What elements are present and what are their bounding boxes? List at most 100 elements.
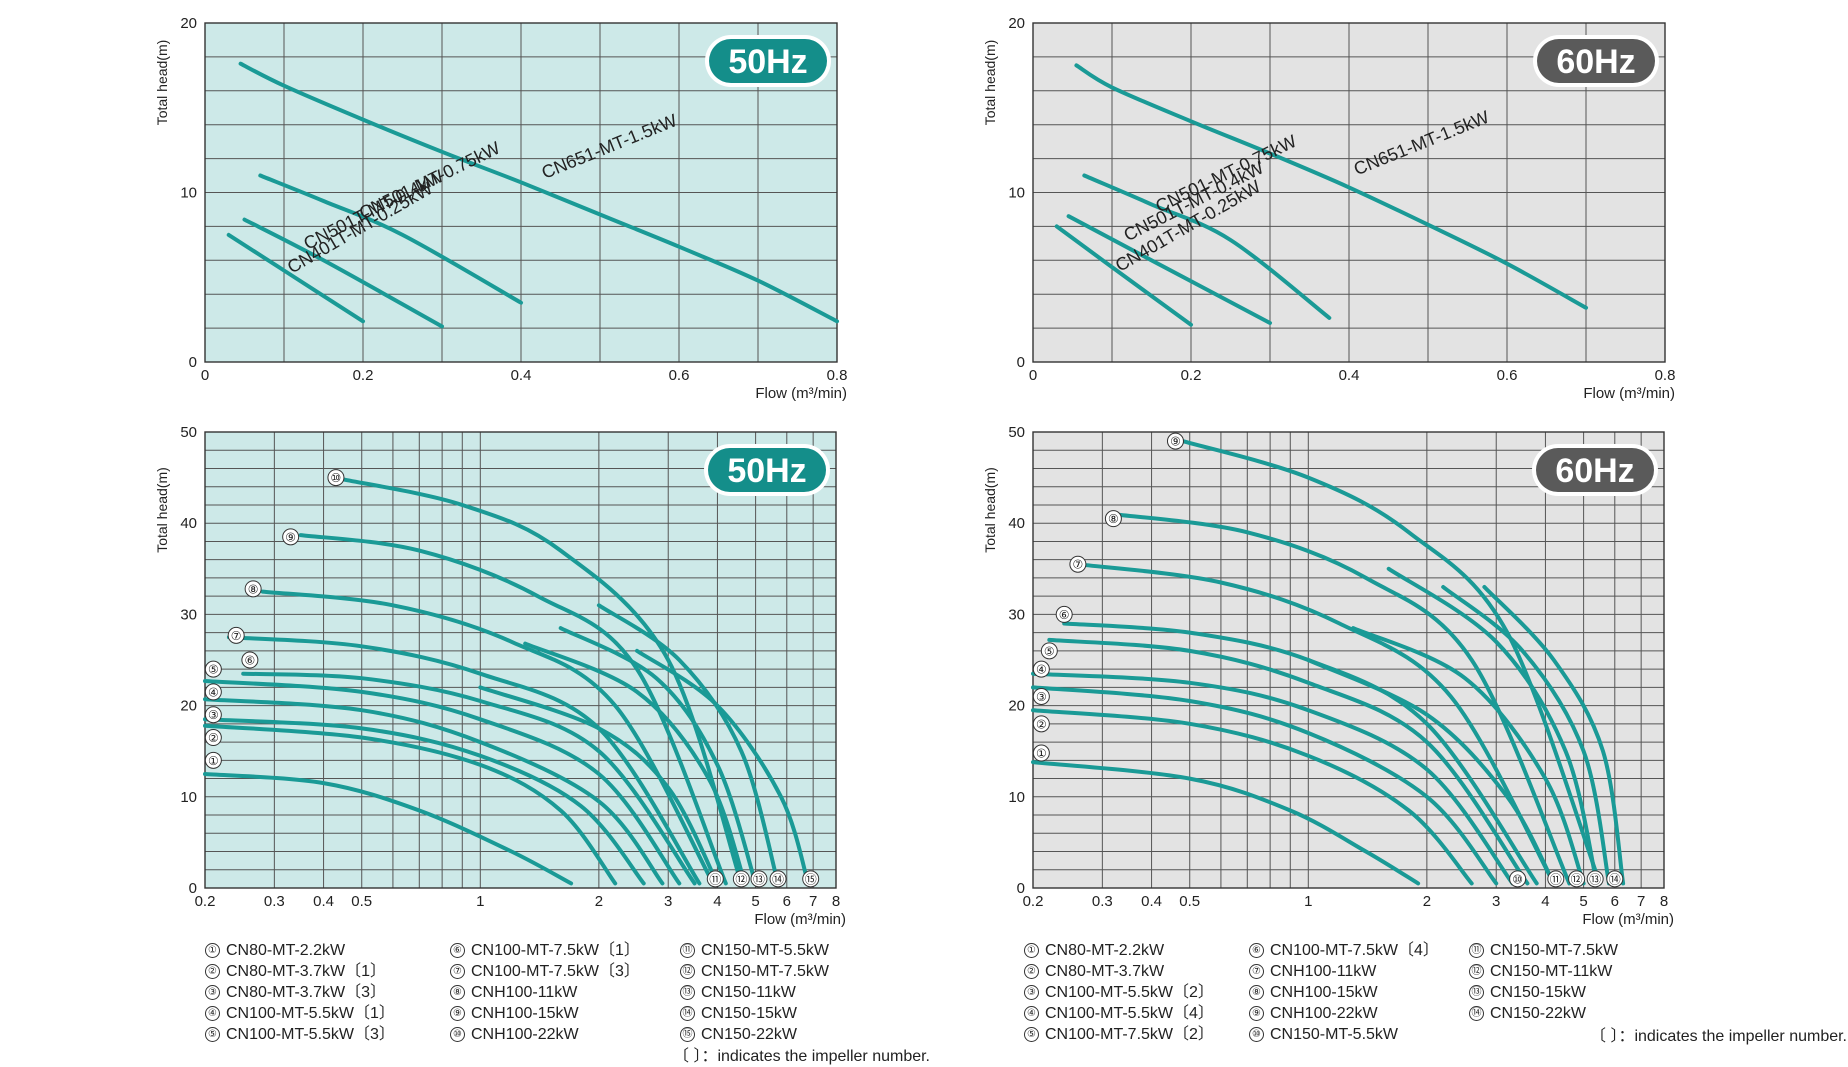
legend-text: CNH100-11kW: [1270, 963, 1377, 980]
marker-label: ⑥: [1059, 608, 1070, 622]
marker-circle: [1055, 605, 1073, 623]
legend-text: CN80-MT-3.7kW: [1045, 963, 1165, 980]
frequency-badge: 60Hz: [1532, 444, 1658, 496]
marker-circle: [1586, 870, 1604, 888]
marker-circle: [204, 706, 222, 724]
legend-text: CN80-MT-3.7kW〔1〕: [226, 963, 387, 980]
marker-circle: [227, 626, 245, 644]
legend-number: ⑩: [450, 1027, 465, 1042]
legend-number: ⑭: [1469, 1006, 1484, 1021]
marker-label: ②: [1036, 717, 1047, 731]
marker-circle: [1040, 642, 1058, 660]
legend-number: ⑭: [680, 1006, 695, 1021]
legend-item: ⑬ CN150-15kW: [1469, 982, 1618, 1003]
legend-number: ⑧: [450, 985, 465, 1000]
series-line: [203, 772, 574, 886]
marker-label: ⑧: [1108, 512, 1119, 526]
y-tick-label: 0: [1017, 354, 1025, 371]
legend-text: CNH100-22kW: [1270, 1005, 1378, 1022]
plot-area: [1033, 432, 1664, 888]
y-tick-label: 20: [180, 698, 197, 715]
marker-label: ⑭: [1609, 872, 1621, 886]
legend-number: ②: [1024, 964, 1039, 979]
x-tick-label: 0.2: [1023, 893, 1044, 910]
series-line: [241, 671, 697, 886]
x-tick-label: 5: [751, 893, 759, 910]
legend-text: CN100-MT-7.5kW〔4〕: [1270, 942, 1439, 959]
legend-number: ⑤: [205, 1027, 220, 1042]
x-tick-label: 6: [783, 893, 791, 910]
x-tick-label: 0.8: [827, 367, 848, 384]
legend-text: CN150-MT-7.5kW: [1490, 942, 1619, 959]
chart-svg-small-50hz: 0 0.2 0.4 0.6 0.8 0 10 20 Total head(m) Flow (m³/…: [154, 15, 848, 402]
badge-text: 60Hz: [1556, 43, 1635, 81]
y-tick-label: 30: [1008, 606, 1025, 623]
series-line: [258, 173, 523, 305]
legend-text: CN150-11kW: [701, 984, 796, 1001]
legend-number: ⑧: [1249, 985, 1264, 1000]
series-line: [1082, 173, 1332, 320]
marker-label: ⑩: [1512, 872, 1523, 886]
legend-number: ①: [1024, 943, 1039, 958]
legend-item: ⑩ CNH100-22kW: [450, 1024, 640, 1045]
legend-column: ⑥ CN100-MT-7.5kW〔1〕 ⑦ CN100-MT-7.5kW〔3〕 ⑧ CNH…: [450, 940, 640, 1045]
marker-circle: [1509, 870, 1527, 888]
marker-label: ⑥: [244, 654, 255, 668]
legend-number: ⑨: [450, 1006, 465, 1021]
frequency-badge: 60Hz: [1533, 35, 1659, 87]
curve-number-marker: ⑤: [204, 660, 222, 678]
legend-item: ⑭ CN150-15kW: [680, 1003, 829, 1024]
badge-fill: [708, 448, 826, 492]
y-axis-label: Total head(m): [982, 467, 998, 553]
legend-text: CNH100-11kW: [471, 984, 578, 1001]
frequency-badge: 50Hz: [704, 444, 830, 496]
x-tick-label: 0.4: [511, 367, 532, 384]
marker-label: ⑨: [285, 530, 296, 544]
x-tick-label: 6: [1611, 893, 1619, 910]
legend-column: ① CN80-MT-2.2kW ② CN80-MT-3.7kW〔1〕 ③ CN80-MT-…: [205, 940, 395, 1045]
marker-label: ⑤: [1044, 644, 1055, 658]
legend-50hz: ① CN80-MT-2.2kW ② CN80-MT-3.7kW〔1〕 ③ CN80-MT-…: [205, 940, 930, 1065]
curve-number-marker: ④: [204, 683, 222, 701]
curve-number-marker: ⑭: [769, 870, 787, 888]
marker-label: ①: [208, 754, 219, 768]
x-tick-label: 0.3: [1092, 893, 1113, 910]
x-tick-label: 0.4: [313, 893, 334, 910]
legend-number: ⑩: [1249, 1027, 1264, 1042]
marker-label: ②: [208, 731, 219, 745]
y-tick-label: 20: [1008, 698, 1025, 715]
legend-text: CN150-MT-5.5kW: [701, 942, 830, 959]
series-line: [1054, 224, 1193, 327]
curve-number-marker: ⑦: [227, 626, 245, 644]
series-line: [1075, 562, 1556, 886]
marker-circle: [1606, 870, 1624, 888]
x-tick-label: 5: [1579, 893, 1587, 910]
legend-text: CN150-MT-7.5kW: [701, 963, 830, 980]
legend-text: CN80-MT-2.2kW: [1045, 942, 1165, 959]
legend-number: ⑬: [1469, 985, 1484, 1000]
series-line: [1180, 439, 1602, 886]
series-line: [238, 61, 839, 324]
marker-label: ⑬: [1589, 872, 1601, 886]
y-tick-label: 40: [1008, 515, 1025, 532]
legend-item: ⑭ CN150-22kW: [1469, 1003, 1618, 1024]
y-tick-label: 0: [189, 880, 197, 897]
legend-column: ① CN80-MT-2.2kW ② CN80-MT-3.7kW ③ CN100-MT-5.…: [1024, 940, 1214, 1045]
legend-item: ⑬ CN150-11kW: [680, 982, 829, 1003]
x-tick-label: 0.5: [351, 893, 372, 910]
legend-text: CNH100-15kW: [1270, 984, 1378, 1001]
marker-label: ⑦: [1072, 558, 1083, 572]
marker-circle: [1032, 660, 1050, 678]
marker-circle: [706, 870, 724, 888]
curve-number-marker: ⑧: [1104, 510, 1122, 528]
legend-text: CNH100-15kW: [471, 1005, 579, 1022]
legend-number: ⑮: [680, 1027, 695, 1042]
legend-item: ⑦ CNH100-11kW: [1249, 961, 1439, 982]
x-tick-label: 3: [1492, 893, 1500, 910]
x-tick-label: 0.6: [669, 367, 690, 384]
x-tick-label: 0.2: [353, 367, 374, 384]
marker-label: ①: [1036, 747, 1047, 761]
marker-circle: [732, 870, 750, 888]
legend-item: ② CN80-MT-3.7kW: [1024, 961, 1214, 982]
legend-text: CN150-MT-11kW: [1490, 963, 1613, 980]
